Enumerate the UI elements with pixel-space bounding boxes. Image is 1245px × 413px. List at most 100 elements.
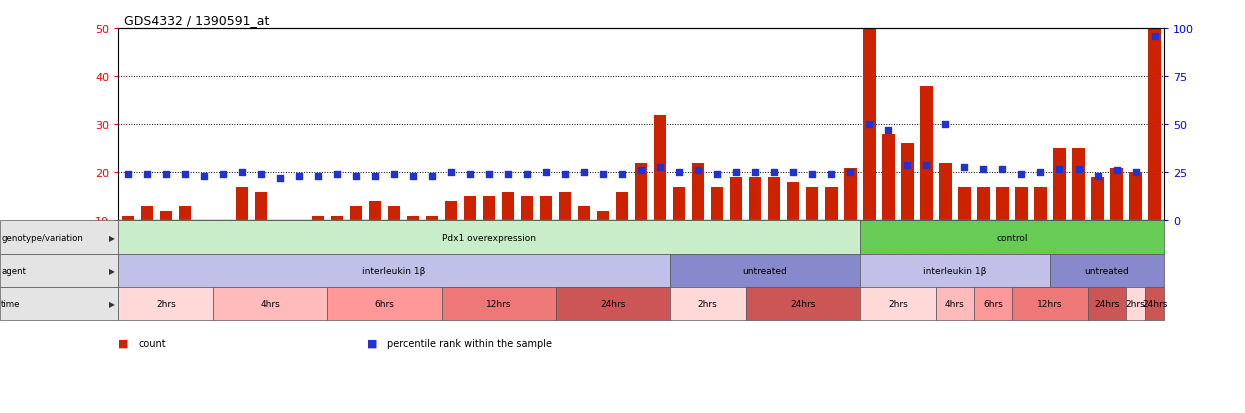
Bar xyxy=(426,216,438,221)
Bar xyxy=(749,178,762,221)
Bar xyxy=(122,216,134,221)
Bar xyxy=(1092,178,1104,221)
Bar xyxy=(635,163,647,221)
Bar xyxy=(883,135,895,221)
Point xyxy=(555,171,575,178)
Point xyxy=(613,171,632,178)
Text: 2hrs: 2hrs xyxy=(698,299,717,308)
Point xyxy=(670,170,690,176)
Bar xyxy=(1129,173,1142,221)
Bar xyxy=(235,188,248,221)
Bar xyxy=(520,197,533,221)
Point xyxy=(726,170,746,176)
Bar xyxy=(844,168,857,221)
Bar xyxy=(255,192,268,221)
Point xyxy=(118,171,138,178)
Point xyxy=(859,121,879,128)
Point xyxy=(822,171,842,178)
Text: 24hrs: 24hrs xyxy=(1142,299,1168,308)
Bar xyxy=(1035,188,1047,221)
Point xyxy=(840,170,860,176)
Text: untreated: untreated xyxy=(742,266,787,275)
Point xyxy=(365,173,385,180)
Point xyxy=(174,171,194,178)
Text: count: count xyxy=(138,338,166,348)
Bar xyxy=(578,206,590,221)
Point xyxy=(441,170,461,176)
Bar xyxy=(787,183,799,221)
Bar xyxy=(540,197,553,221)
Point xyxy=(650,164,670,171)
Bar xyxy=(350,206,362,221)
Bar xyxy=(768,178,781,221)
Point xyxy=(498,171,518,178)
Point xyxy=(346,173,366,180)
Point xyxy=(1011,171,1031,178)
Bar xyxy=(1072,149,1084,221)
Point xyxy=(289,173,309,180)
Text: interleukin 1β: interleukin 1β xyxy=(924,266,986,275)
Point xyxy=(1031,170,1051,176)
Point xyxy=(213,171,233,178)
Text: 24hrs: 24hrs xyxy=(600,299,625,308)
Bar xyxy=(159,211,172,221)
Bar xyxy=(559,192,571,221)
Point xyxy=(1144,33,1164,40)
Point xyxy=(955,164,975,171)
Bar xyxy=(996,188,1008,221)
Text: 12hrs: 12hrs xyxy=(486,299,512,308)
Bar xyxy=(920,86,933,221)
Point xyxy=(688,168,708,174)
Point xyxy=(383,171,403,178)
Bar xyxy=(654,115,666,221)
Text: 24hrs: 24hrs xyxy=(791,299,815,308)
Bar xyxy=(387,206,400,221)
Bar xyxy=(444,202,457,221)
Point xyxy=(764,170,784,176)
Text: untreated: untreated xyxy=(1084,266,1129,275)
Point xyxy=(461,171,481,178)
Point xyxy=(1050,166,1069,172)
Bar xyxy=(806,188,818,221)
Point xyxy=(1107,168,1127,174)
Point xyxy=(194,173,214,180)
Text: ▶: ▶ xyxy=(108,266,115,275)
Bar xyxy=(616,192,629,221)
Bar xyxy=(711,188,723,221)
Point xyxy=(1125,170,1145,176)
Point xyxy=(992,166,1012,172)
Text: ▶: ▶ xyxy=(108,299,115,308)
Bar xyxy=(674,188,686,221)
Bar xyxy=(369,202,381,221)
Point xyxy=(707,171,727,178)
Text: 12hrs: 12hrs xyxy=(1037,299,1063,308)
Point xyxy=(631,168,651,174)
Point xyxy=(308,173,327,180)
Text: 24hrs: 24hrs xyxy=(1094,299,1119,308)
Point xyxy=(270,176,290,182)
Point xyxy=(879,127,899,134)
Point xyxy=(1088,173,1108,180)
Bar xyxy=(1015,188,1027,221)
Point xyxy=(251,171,271,178)
Point xyxy=(898,162,918,169)
Text: 2hrs: 2hrs xyxy=(156,299,176,308)
Point xyxy=(537,170,557,176)
Text: ▶: ▶ xyxy=(108,233,115,242)
Bar xyxy=(1111,168,1123,221)
Text: agent: agent xyxy=(1,266,26,275)
Bar xyxy=(977,188,990,221)
Text: time: time xyxy=(1,299,21,308)
Bar xyxy=(1148,29,1160,221)
Bar xyxy=(311,216,324,221)
Text: interleukin 1β: interleukin 1β xyxy=(362,266,426,275)
Bar xyxy=(939,163,951,221)
Bar xyxy=(730,178,742,221)
Text: genotype/variation: genotype/variation xyxy=(1,233,83,242)
Bar xyxy=(141,206,153,221)
Point xyxy=(916,162,936,169)
Text: 4hrs: 4hrs xyxy=(945,299,965,308)
Bar xyxy=(483,197,496,221)
Bar xyxy=(863,29,875,221)
Text: percentile rank within the sample: percentile rank within the sample xyxy=(387,338,553,348)
